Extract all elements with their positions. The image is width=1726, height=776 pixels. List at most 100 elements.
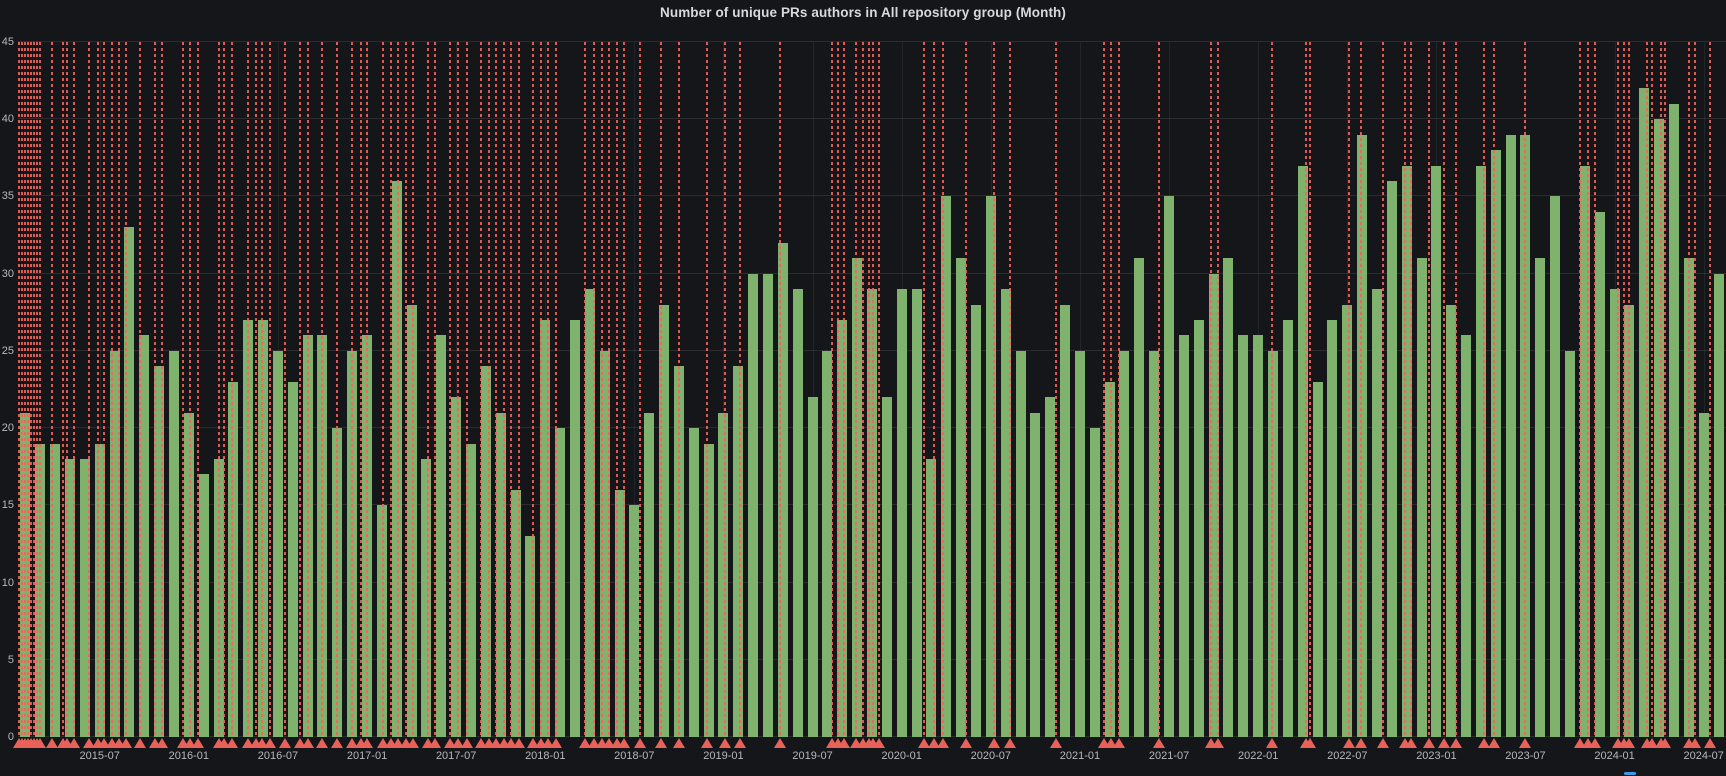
annotation-marker[interactable] xyxy=(1212,738,1225,748)
resize-handle[interactable] xyxy=(1624,772,1636,775)
bar-2017-03[interactable] xyxy=(391,181,402,737)
annotation-marker[interactable] xyxy=(133,738,146,748)
annotation-marker[interactable] xyxy=(917,738,930,748)
bar-2020-07[interactable] xyxy=(985,196,996,737)
bar-2020-01[interactable] xyxy=(896,289,907,737)
annotation-marker[interactable] xyxy=(610,738,623,748)
bar-2015-10[interactable] xyxy=(139,335,150,737)
annotation-marker[interactable] xyxy=(429,738,442,748)
bar-2022-09[interactable] xyxy=(1371,289,1382,737)
bar-2018-12[interactable] xyxy=(703,443,714,737)
bar-2021-08[interactable] xyxy=(1178,335,1189,737)
bar-2015-12[interactable] xyxy=(168,350,179,737)
annotation-marker[interactable] xyxy=(603,738,616,748)
annotation-marker[interactable] xyxy=(61,738,73,748)
bar-2021-04[interactable] xyxy=(1119,350,1130,737)
bar-2020-11[interactable] xyxy=(1045,397,1056,737)
annotation-marker[interactable] xyxy=(112,738,125,748)
annotation-marker[interactable] xyxy=(482,738,495,748)
annotation-marker[interactable] xyxy=(1050,738,1063,748)
bar-2022-12[interactable] xyxy=(1416,258,1427,737)
bar-2016-07[interactable] xyxy=(272,350,283,737)
annotation-marker[interactable] xyxy=(928,738,941,748)
bar-2024-03[interactable] xyxy=(1639,88,1650,737)
annotation-marker[interactable] xyxy=(105,738,118,748)
bar-2019-05[interactable] xyxy=(777,242,788,737)
annotation-marker[interactable] xyxy=(392,738,405,748)
bar-2018-09[interactable] xyxy=(659,304,670,737)
annotation-marker[interactable] xyxy=(399,738,412,748)
annotation-marker[interactable] xyxy=(68,738,81,748)
annotation-marker[interactable] xyxy=(1488,738,1501,748)
annotation-marker[interactable] xyxy=(384,738,397,748)
bar-2019-10[interactable] xyxy=(852,258,863,737)
annotation-marker[interactable] xyxy=(1097,738,1110,748)
annotation-marker[interactable] xyxy=(1004,738,1017,748)
annotation-marker[interactable] xyxy=(34,738,47,748)
annotation-marker[interactable] xyxy=(120,738,133,748)
annotation-marker[interactable] xyxy=(255,738,268,748)
annotation-marker[interactable] xyxy=(1623,738,1636,748)
bar-2022-06[interactable] xyxy=(1327,320,1338,737)
annotation-marker[interactable] xyxy=(549,738,562,748)
bar-2023-06[interactable] xyxy=(1505,134,1516,737)
annotation-marker[interactable] xyxy=(937,738,950,748)
annotation-marker[interactable] xyxy=(655,738,668,748)
annotation-marker[interactable] xyxy=(176,738,189,748)
annotation-marker[interactable] xyxy=(1703,738,1716,748)
bar-2023-11[interactable] xyxy=(1579,165,1590,737)
bar-2017-12[interactable] xyxy=(525,536,536,737)
annotation-marker[interactable] xyxy=(534,738,547,748)
bar-2018-03[interactable] xyxy=(569,320,580,737)
bar-2022-03[interactable] xyxy=(1282,320,1293,737)
bar-2023-12[interactable] xyxy=(1594,211,1605,737)
bar-2016-08[interactable] xyxy=(287,381,298,737)
bar-2022-10[interactable] xyxy=(1386,181,1397,737)
bar-2015-06[interactable] xyxy=(79,459,90,737)
bar-2017-07[interactable] xyxy=(451,397,462,737)
annotation-marker[interactable] xyxy=(46,738,59,748)
bar-2019-07[interactable] xyxy=(807,397,818,737)
bar-2022-11[interactable] xyxy=(1401,165,1412,737)
annotation-marker[interactable] xyxy=(83,738,96,748)
bar-2024-01[interactable] xyxy=(1609,289,1620,737)
bar-2022-04[interactable] xyxy=(1297,165,1308,737)
annotation-marker[interactable] xyxy=(1574,738,1587,748)
bar-2020-08[interactable] xyxy=(1000,289,1011,737)
bar-2021-01[interactable] xyxy=(1074,350,1085,737)
bar-2020-10[interactable] xyxy=(1030,412,1041,737)
annotation-marker[interactable] xyxy=(301,738,314,748)
bar-2018-02[interactable] xyxy=(555,428,566,737)
bar-2018-07[interactable] xyxy=(629,505,640,737)
bar-2016-06[interactable] xyxy=(258,320,269,737)
annotation-marker[interactable] xyxy=(1437,738,1450,748)
bar-2018-08[interactable] xyxy=(644,412,655,737)
annotation-marker[interactable] xyxy=(987,738,1000,748)
annotation-marker[interactable] xyxy=(264,738,277,748)
annotation-marker[interactable] xyxy=(1112,738,1125,748)
annotation-marker[interactable] xyxy=(218,738,231,748)
annotation-marker[interactable] xyxy=(1659,738,1672,748)
annotation-marker[interactable] xyxy=(634,738,647,748)
bar-2020-04[interactable] xyxy=(941,196,952,737)
bar-2024-07[interactable] xyxy=(1698,412,1709,737)
bar-2015-08[interactable] xyxy=(109,350,120,737)
bar-2020-03[interactable] xyxy=(926,459,937,737)
annotation-marker[interactable] xyxy=(1376,738,1389,748)
bar-2019-04[interactable] xyxy=(763,273,774,737)
annotation-marker[interactable] xyxy=(1645,738,1658,748)
annotation-marker[interactable] xyxy=(873,738,886,748)
bar-2019-08[interactable] xyxy=(822,350,833,737)
bar-2015-11[interactable] xyxy=(154,366,165,737)
bar-2016-02[interactable] xyxy=(198,474,209,737)
bar-2015-09[interactable] xyxy=(124,227,135,737)
bar-2015-05[interactable] xyxy=(64,459,75,737)
annotation-marker[interactable] xyxy=(1152,738,1165,748)
bar-2017-04[interactable] xyxy=(406,304,417,737)
annotation-marker[interactable] xyxy=(497,738,510,748)
bar-2022-05[interactable] xyxy=(1312,381,1323,737)
annotation-marker[interactable] xyxy=(1354,738,1367,748)
annotation-marker[interactable] xyxy=(1449,738,1462,748)
annotation-marker[interactable] xyxy=(1265,738,1278,748)
bar-2023-05[interactable] xyxy=(1490,150,1501,737)
